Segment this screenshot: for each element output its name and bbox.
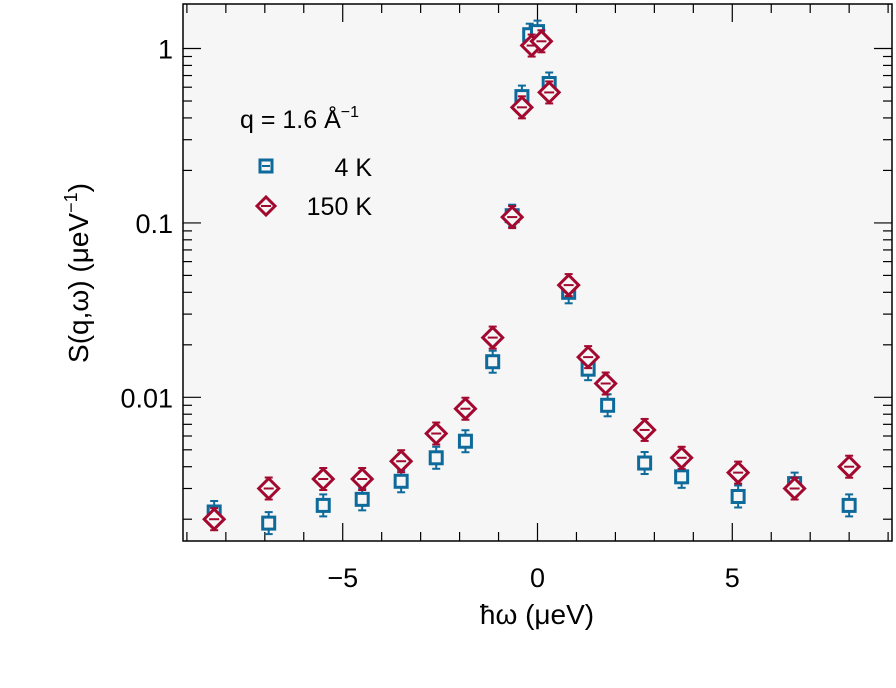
x-tick-label: 5 [725, 563, 740, 593]
point-150K [556, 272, 581, 298]
point-150K [424, 421, 449, 446]
point-150K [726, 460, 751, 485]
point-4K [428, 445, 444, 470]
y-axis-label-end: ) [63, 183, 94, 192]
y-axis-label-main: S(q,ω) (μeV [63, 213, 94, 363]
marker-square [354, 491, 370, 507]
point-150K [837, 454, 862, 479]
point-150K [202, 507, 227, 532]
marker-square [485, 354, 501, 370]
point-150K [529, 29, 554, 54]
marker-square [637, 455, 653, 471]
y-tick-label: 1 [158, 35, 173, 65]
q-annotation: q = 1.6 Å−1 [240, 104, 359, 134]
legend-label-150K: 150 K [307, 193, 373, 221]
point-4K [354, 487, 370, 512]
tick-labels: −5 0 5 0.01 0.1 1 [120, 35, 739, 593]
marker-square [393, 473, 409, 489]
point-4K [485, 349, 501, 374]
point-150K [576, 345, 601, 370]
x-axis-label: ħω (μeV) [480, 599, 594, 630]
legend-label-4K: 4 K [334, 154, 372, 182]
point-150K [509, 95, 535, 120]
marker-square [315, 497, 331, 513]
point-4K [315, 493, 331, 518]
point-4K [841, 493, 857, 518]
q-annotation-prefix: q = 1.6 Å [240, 104, 341, 134]
point-4K [637, 451, 653, 476]
axis-ticks [183, 4, 892, 541]
point-4K [261, 511, 277, 536]
y-tick-label: 0.1 [135, 209, 173, 239]
point-150K [669, 445, 694, 470]
point-150K [500, 204, 525, 230]
point-150K [593, 371, 618, 396]
marker-square [841, 497, 857, 513]
y-axis-label: S(q,ω) (μeV−1) [61, 183, 94, 363]
legend: 4 K 150 K [254, 154, 373, 221]
point-150K [311, 466, 336, 492]
legend-marker-4K [258, 158, 274, 174]
plot-area [183, 4, 892, 541]
q-annotation-sup: −1 [341, 104, 359, 121]
y-tick-label: 0.01 [120, 383, 173, 413]
point-4K [730, 484, 746, 509]
x-tick-label: −5 [327, 563, 358, 593]
point-150K [632, 417, 657, 443]
marker-square [428, 450, 444, 466]
y-axis-label-sup: −1 [61, 192, 81, 213]
marker-square [674, 469, 690, 485]
point-150K [480, 325, 505, 350]
point-150K [389, 449, 414, 474]
marker-square [600, 397, 616, 413]
legend-marker-150K [254, 194, 278, 218]
marker-square [457, 433, 473, 449]
point-150K [453, 396, 478, 421]
plot-frame [182, 3, 893, 542]
data-points [202, 19, 862, 536]
point-150K [350, 466, 375, 492]
x-tick-label: 0 [530, 563, 545, 593]
point-150K [782, 476, 807, 501]
point-150K [537, 80, 562, 105]
point-150K [256, 476, 281, 501]
marker-square [730, 488, 746, 504]
marker-square [261, 515, 277, 531]
point-4K [457, 429, 473, 454]
